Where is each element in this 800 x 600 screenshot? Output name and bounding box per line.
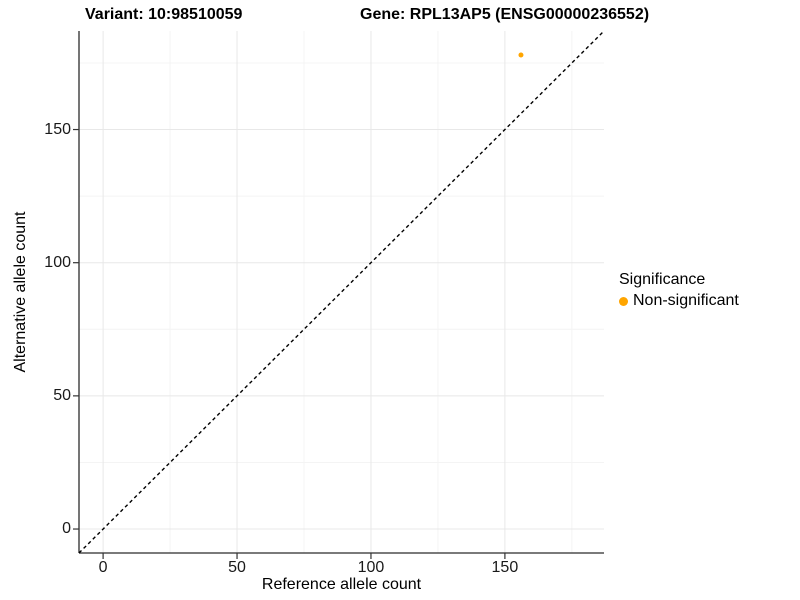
- legend-item-label: Non-significant: [633, 292, 739, 309]
- plot-title-variant: Variant: 10:98510059: [85, 6, 243, 23]
- legend: Significance Non-significant: [619, 271, 739, 310]
- x-tick-label: 150: [491, 559, 519, 576]
- y-tick-label: 0: [62, 520, 71, 538]
- y-tick-label: 50: [53, 386, 71, 404]
- legend-title: Significance: [619, 271, 706, 288]
- plot-title-gene: Gene: RPL13AP5 (ENSG00000236552): [360, 6, 650, 23]
- x-axis-label: Reference allele count: [261, 576, 422, 593]
- y-tick-label: 100: [44, 253, 71, 271]
- x-tick-label: 50: [228, 559, 246, 576]
- x-tick-label: 0: [98, 559, 108, 576]
- legend-point-icon: [619, 296, 628, 306]
- identity-line: [78, 30, 605, 554]
- y-tick-label: 150: [44, 120, 71, 138]
- legend-item: Non-significant: [619, 292, 739, 310]
- x-tick-label: 100: [357, 559, 385, 576]
- data-point: [518, 52, 524, 58]
